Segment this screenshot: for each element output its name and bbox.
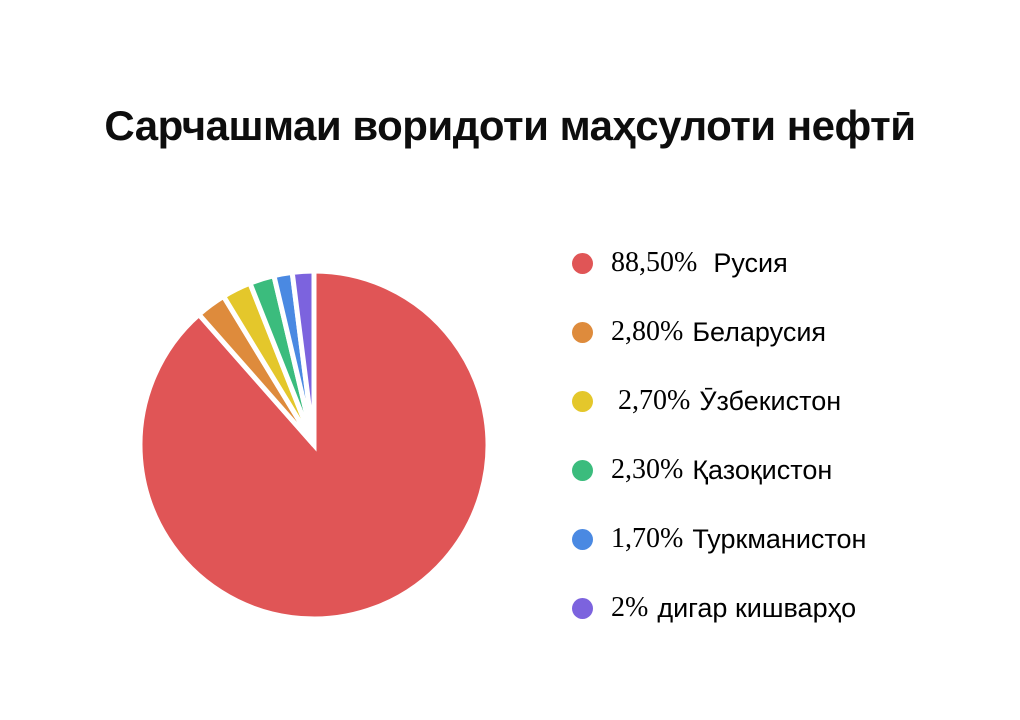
legend-percent: 88,50% (611, 247, 705, 278)
legend-percent: 2,80% (611, 316, 684, 347)
legend-label: Ӯзбекистон (699, 385, 842, 416)
legend-percent: 2,70% (611, 385, 691, 416)
pie-slice (289, 268, 317, 446)
legend-color-dot (572, 528, 593, 550)
legend-color-dot (572, 597, 593, 619)
legend-item: 2,70% Ӯзбекистон (572, 384, 866, 418)
legend: 88,50% Русия 2,80% Беларусия 2,70% Ӯзбек… (572, 246, 866, 625)
pie-chart-svg (137, 268, 491, 622)
legend-label: Русия (713, 247, 788, 278)
legend-item: 2,80% Беларусия (572, 315, 866, 349)
legend-color-dot (572, 252, 593, 274)
chart-title: Сарчашмаи воридоти маҳсулоти нефтӣ (104, 102, 916, 149)
legend-color-dot (572, 321, 593, 343)
legend-label: дигар кишварҳо (657, 592, 857, 623)
legend-label: Беларусия (692, 316, 827, 347)
legend-item: 2,30% Қазоқистон (572, 453, 866, 487)
legend-percent: 2% (611, 592, 649, 623)
legend-label: Қазоқистон (692, 454, 833, 485)
legend-color-dot (572, 390, 593, 412)
legend-item: 1,70% Туркманистон (572, 522, 866, 556)
legend-label: Туркманистон (692, 523, 867, 554)
legend-percent: 1,70% (611, 523, 684, 554)
legend-item: 2% дигар кишварҳо (572, 591, 866, 625)
pie-chart (134, 265, 494, 625)
legend-color-dot (572, 459, 593, 481)
legend-item: 88,50% Русия (572, 246, 866, 280)
legend-percent: 2,30% (611, 454, 684, 485)
